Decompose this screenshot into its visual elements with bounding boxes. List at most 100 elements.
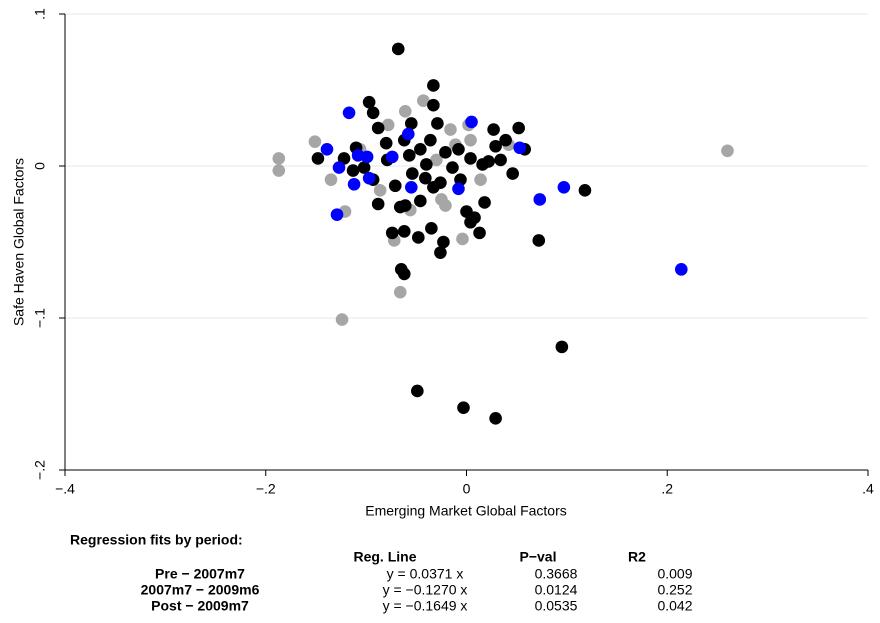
point (427, 98, 440, 112)
point (311, 152, 325, 165)
point (487, 123, 500, 136)
point (427, 180, 440, 194)
point (456, 232, 469, 246)
table-cell: 0.3668 (535, 566, 578, 582)
point (444, 123, 457, 136)
point (452, 182, 465, 196)
point (320, 142, 334, 156)
point (324, 173, 338, 186)
point (332, 161, 346, 174)
point (357, 161, 371, 174)
column-header: Reg. Line (353, 549, 416, 565)
point (347, 177, 361, 191)
table-cell: y = −0.1649 x (383, 598, 468, 614)
point (439, 199, 452, 212)
point (434, 246, 447, 259)
point (381, 118, 395, 132)
point (405, 167, 419, 180)
point (464, 133, 477, 147)
point (397, 225, 411, 238)
table-cell: y = −0.1270 x (383, 582, 468, 598)
point (425, 222, 438, 235)
point (532, 234, 546, 247)
point (465, 115, 478, 129)
row-label: 2007m7 − 2009m6 (141, 582, 260, 598)
point (419, 171, 432, 185)
plot-area (65, 13, 868, 425)
table-cell: 0.0535 (535, 598, 578, 614)
point (398, 104, 412, 118)
point (379, 136, 393, 150)
point (272, 164, 286, 177)
point (476, 158, 489, 171)
x-tick-label: .2 (661, 481, 673, 497)
point (308, 135, 322, 148)
point (391, 42, 405, 56)
point (499, 133, 512, 147)
point (342, 106, 356, 120)
point (417, 94, 430, 107)
table-cell: 0.009 (657, 566, 692, 582)
point (401, 127, 415, 141)
point (330, 208, 344, 221)
point (452, 142, 465, 156)
point (457, 401, 470, 414)
point (414, 194, 427, 208)
y-axis-label: Safe Haven Global Factors (11, 158, 27, 326)
point (489, 139, 502, 153)
point (360, 150, 374, 164)
point (412, 231, 425, 244)
column-header: P−val (520, 549, 557, 565)
point (430, 153, 443, 167)
table-cell: y = 0.0371 x (387, 566, 464, 582)
y-tick-label: 0 (32, 162, 48, 170)
point (393, 285, 407, 299)
point (414, 142, 427, 156)
point (675, 263, 688, 276)
table-title: Regression fits by period: (70, 532, 243, 548)
point (437, 235, 450, 249)
point (371, 121, 385, 135)
point (439, 146, 452, 159)
point (473, 226, 486, 240)
x-tick-label: .4 (862, 481, 874, 497)
x-axis-label: Emerging Market Global Factors (365, 503, 567, 519)
point (446, 161, 459, 174)
point (346, 164, 360, 177)
point (385, 150, 399, 164)
point (404, 117, 418, 130)
point (464, 152, 477, 165)
point (494, 153, 507, 167)
point (272, 152, 286, 165)
table-cell: 0.252 (657, 582, 692, 598)
point (385, 226, 399, 240)
row-label: Post − 2009m7 (151, 598, 249, 614)
point (431, 117, 444, 130)
point (578, 184, 592, 197)
table-cell: 0.042 (657, 598, 692, 614)
point (335, 313, 349, 326)
point (398, 199, 412, 212)
y-tick-label: −.2 (32, 460, 48, 480)
point (420, 158, 433, 171)
point (489, 412, 502, 425)
point (404, 180, 418, 194)
point (397, 267, 411, 281)
point (512, 121, 525, 135)
point (557, 180, 571, 194)
point (424, 133, 437, 147)
table-cell: 0.0124 (535, 582, 578, 598)
point (721, 144, 734, 158)
y-tick-label: −.1 (32, 308, 48, 328)
point (402, 149, 416, 162)
point (474, 173, 487, 186)
point (371, 197, 385, 211)
point (362, 171, 376, 185)
point (506, 167, 519, 180)
x-tick-label: −.2 (256, 481, 276, 497)
point (555, 340, 569, 354)
x-tick-label: −.4 (55, 481, 75, 497)
point (427, 79, 440, 92)
